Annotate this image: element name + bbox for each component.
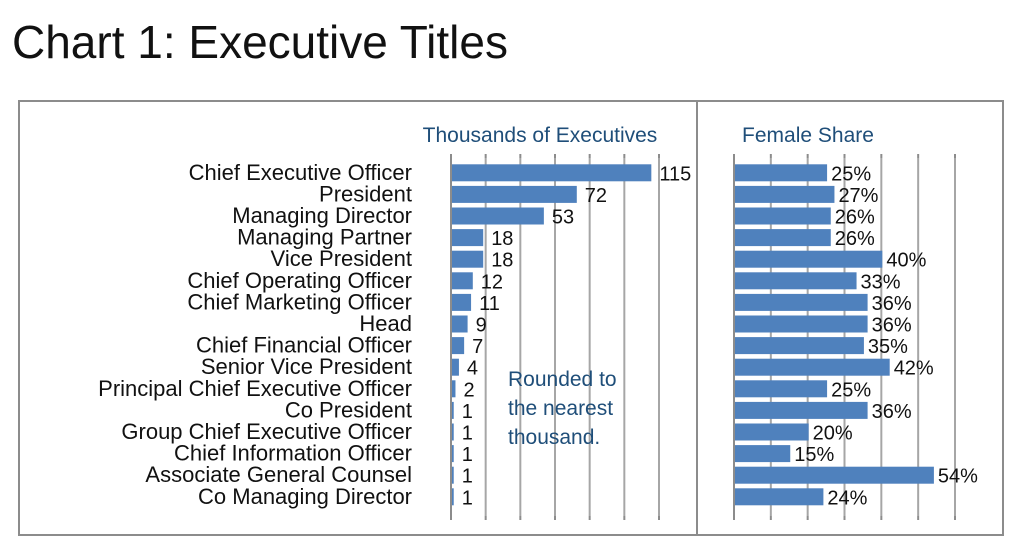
value-label-0-co-managing-director: 1 xyxy=(462,487,473,509)
value-label-0-chief-operating-officer: 12 xyxy=(481,271,503,293)
bar-0-chief-financial-officer xyxy=(452,337,465,355)
value-label-1-president: 27% xyxy=(838,185,878,207)
bar-0-associate-general-counsel xyxy=(452,466,454,484)
value-label-0-co-president: 1 xyxy=(462,401,473,423)
value-label-1-vice-president: 40% xyxy=(886,250,926,272)
value-label-1-co-managing-director: 24% xyxy=(827,487,867,509)
value-label-0-chief-executive-officer: 115 xyxy=(659,163,691,185)
bar-1-chief-information-officer xyxy=(735,445,791,463)
category-label-managing-director: Managing Director xyxy=(232,203,412,228)
category-label-co-managing-director: Co Managing Director xyxy=(198,484,412,509)
value-label-0-chief-financial-officer: 7 xyxy=(472,336,483,358)
value-label-1-principal-chief-executive-officer: 25% xyxy=(831,379,871,401)
chart-frame xyxy=(18,100,1004,536)
bar-1-chief-financial-officer xyxy=(735,337,864,355)
bar-0-chief-marketing-officer xyxy=(452,293,472,311)
category-label-principal-chief-executive-officer: Principal Chief Executive Officer xyxy=(98,376,412,401)
category-label-chief-marketing-officer: Chief Marketing Officer xyxy=(187,289,412,314)
annotation-line-2: the nearest xyxy=(508,397,613,420)
bars-female-share xyxy=(735,164,934,506)
value-label-0-vice-president: 18 xyxy=(491,250,513,272)
page-title: Chart 1: Executive Titles xyxy=(12,16,508,68)
value-label-1-chief-information-officer: 15% xyxy=(794,444,834,466)
bar-0-chief-operating-officer xyxy=(452,272,473,290)
value-label-1-associate-general-counsel: 54% xyxy=(938,466,978,488)
category-labels: Chief Executive OfficerPresidentManaging… xyxy=(98,160,412,509)
bar-0-managing-partner xyxy=(452,229,484,247)
annotation-line-3: thousand. xyxy=(508,426,600,449)
bar-0-vice-president xyxy=(452,250,484,268)
bar-0-chief-executive-officer xyxy=(452,164,652,182)
category-label-chief-operating-officer: Chief Operating Officer xyxy=(187,268,412,293)
bar-0-chief-information-officer xyxy=(452,445,454,463)
bar-0-group-chief-executive-officer xyxy=(452,423,454,441)
value-labels-female-share: 25%27%26%26%40%33%36%36%35%42%25%36%20%1… xyxy=(794,163,978,509)
bar-0-senior-vice-president xyxy=(452,358,459,376)
category-label-co-president: Co President xyxy=(285,397,412,422)
panel-executives: Thousands of Executives 1157253181812119… xyxy=(423,124,691,520)
annotation-line-1: Rounded to xyxy=(508,368,617,391)
value-label-1-chief-marketing-officer: 36% xyxy=(872,293,912,315)
bar-1-senior-vice-president xyxy=(735,358,890,376)
value-label-0-principal-chief-executive-officer: 2 xyxy=(463,379,474,401)
panel-female-share: Female Share 25%27%26%26%40%33%36%36%35%… xyxy=(733,124,978,520)
bar-1-associate-general-counsel xyxy=(735,466,934,484)
bar-1-chief-operating-officer xyxy=(735,272,857,290)
category-label-head: Head xyxy=(359,311,412,336)
category-label-chief-information-officer: Chief Information Officer xyxy=(174,441,412,466)
category-label-chief-financial-officer: Chief Financial Officer xyxy=(196,333,412,358)
category-label-vice-president: Vice President xyxy=(271,246,412,271)
category-label-senior-vice-president: Senior Vice President xyxy=(201,354,412,379)
value-label-0-president: 72 xyxy=(585,185,607,207)
value-label-1-chief-financial-officer: 35% xyxy=(868,336,908,358)
value-label-1-managing-partner: 26% xyxy=(835,228,875,250)
bar-0-head xyxy=(452,315,468,333)
value-label-1-senior-vice-president: 42% xyxy=(894,358,934,380)
bar-1-managing-partner xyxy=(735,229,831,247)
category-label-president: President xyxy=(319,181,412,206)
gridlines-executives xyxy=(450,154,660,520)
bar-1-managing-director xyxy=(735,207,831,225)
bar-0-principal-chief-executive-officer xyxy=(452,380,456,398)
category-label-chief-executive-officer: Chief Executive Officer xyxy=(189,160,412,185)
value-label-1-chief-executive-officer: 25% xyxy=(831,163,871,185)
value-label-0-senior-vice-president: 4 xyxy=(467,358,478,380)
panel-divider xyxy=(696,100,698,536)
bar-1-president xyxy=(735,185,835,203)
category-label-associate-general-counsel: Associate General Counsel xyxy=(145,462,412,487)
bar-1-co-president xyxy=(735,401,868,419)
value-label-0-head: 9 xyxy=(476,315,487,337)
value-label-0-chief-information-officer: 1 xyxy=(462,444,473,466)
bar-1-vice-president xyxy=(735,250,883,268)
value-label-1-group-chief-executive-officer: 20% xyxy=(813,423,853,445)
bar-1-principal-chief-executive-officer xyxy=(735,380,828,398)
value-label-1-chief-operating-officer: 33% xyxy=(861,271,901,293)
bar-1-chief-executive-officer xyxy=(735,164,828,182)
value-label-1-head: 36% xyxy=(872,315,912,337)
bar-1-head xyxy=(735,315,868,333)
category-label-group-chief-executive-officer: Group Chief Executive Officer xyxy=(121,419,412,444)
bar-1-chief-marketing-officer xyxy=(735,293,868,311)
bars-executives xyxy=(452,164,652,506)
value-label-0-managing-director: 53 xyxy=(552,207,574,229)
value-label-0-associate-general-counsel: 1 xyxy=(462,466,473,488)
bar-0-managing-director xyxy=(452,207,544,225)
bar-0-co-managing-director xyxy=(452,488,454,506)
bar-1-co-managing-director xyxy=(735,488,824,506)
value-label-0-chief-marketing-officer: 11 xyxy=(479,293,500,315)
value-label-1-managing-director: 26% xyxy=(835,207,875,229)
category-label-managing-partner: Managing Partner xyxy=(237,225,412,250)
bar-0-co-president xyxy=(452,401,454,419)
value-label-0-group-chief-executive-officer: 1 xyxy=(462,423,473,445)
series-header-female-share: Female Share xyxy=(742,124,874,147)
value-label-1-co-president: 36% xyxy=(872,401,912,423)
value-label-0-managing-partner: 18 xyxy=(491,228,513,250)
bar-1-group-chief-executive-officer xyxy=(735,423,809,441)
bar-0-president xyxy=(452,185,577,203)
series-header-executives: Thousands of Executives xyxy=(423,124,658,147)
